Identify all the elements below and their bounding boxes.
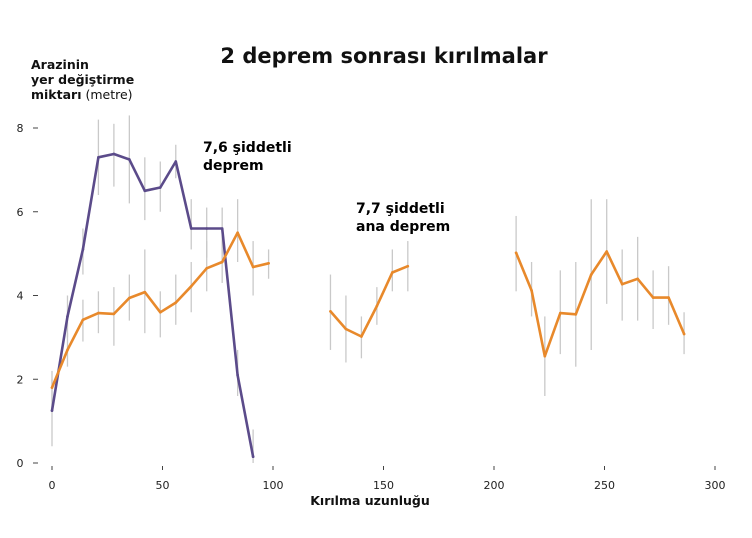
series-0-point [66, 315, 69, 318]
series-1-line-segment-2 [514, 250, 686, 358]
x-tick-label: 300 [705, 479, 726, 492]
series-1-point [97, 311, 100, 315]
series-0-point [97, 156, 100, 159]
series-0-point [251, 455, 255, 459]
chart-title: 2 deprem sonrası kırılmalar [220, 44, 548, 68]
series-1-point [514, 251, 518, 255]
series-1-point [344, 327, 348, 331]
y-axis-label-line-3: miktarı (metre) [31, 87, 133, 102]
series-1-point [174, 301, 178, 304]
series-0-line-segment-0 [50, 152, 255, 459]
series-0-point [174, 160, 178, 163]
series-1-point [559, 311, 562, 315]
series-1-point [667, 296, 670, 299]
series-1-point [236, 231, 239, 234]
series-0-point [158, 186, 162, 189]
series-1-point [267, 261, 270, 265]
y-tick-label: 4 [17, 290, 24, 303]
series-0-point [220, 227, 224, 230]
series-0-point [236, 373, 239, 377]
series-1-point [620, 282, 624, 286]
y-tick-label: 8 [17, 122, 24, 135]
x-tick-label: 50 [156, 479, 170, 492]
series-0-point [81, 248, 85, 251]
x-tick-label: 250 [594, 479, 615, 492]
series-1-point [391, 271, 394, 274]
series-0-point [143, 189, 147, 193]
series-0-point [205, 227, 208, 230]
series-1-point [189, 284, 193, 288]
y-tick-label: 0 [17, 457, 24, 470]
series-1-point [605, 250, 609, 253]
annotation-77-line-1: 7,7 şiddetli [356, 201, 445, 217]
y-axis-label-line-2: yer değiştirme [31, 72, 134, 87]
series-1-point [360, 335, 363, 338]
series-1-point [543, 354, 547, 358]
x-tick-label: 100 [263, 479, 284, 492]
series-1-point [574, 313, 578, 316]
series-1-point [682, 332, 686, 336]
y-axis-label-unit: (metre) [85, 87, 132, 102]
series-1-line-segment-1 [329, 264, 410, 338]
series-1-point [81, 318, 85, 322]
error-bars [51, 115, 685, 463]
series-1-point [530, 289, 533, 292]
y-tick-label: 2 [17, 373, 24, 386]
series-1-point [158, 310, 162, 314]
y-tick-label: 6 [17, 206, 24, 219]
series-1-point [50, 386, 54, 389]
x-tick-label: 0 [49, 479, 56, 492]
x-tick-label: 200 [484, 479, 505, 492]
series-1-point [205, 266, 208, 270]
x-tick-label: 150 [373, 479, 394, 492]
series-lines [50, 152, 686, 459]
series-0-point [112, 152, 116, 156]
series-1-point [636, 277, 639, 281]
axis-ticks: 0 2 4 6 8 0 50 100 150 200 250 300 [17, 122, 726, 492]
series-1-point [112, 312, 116, 316]
series-1-point [329, 310, 332, 313]
series-1-point [406, 264, 410, 268]
series-1-point [651, 296, 655, 299]
series-0-point [128, 158, 131, 161]
annotation-77-line-2: ana deprem [356, 219, 450, 235]
series-1-point [128, 296, 131, 300]
y-axis-label-line-1: Arazinin [31, 57, 89, 72]
series-1-point [375, 304, 379, 308]
annotation-76-line-1: 7,6 şiddetli [203, 140, 292, 156]
x-axis-label: Kırılma uzunluğu [310, 493, 430, 508]
annotation-76-line-2: deprem [203, 158, 264, 174]
series-0-point [50, 409, 54, 412]
series-0-point [189, 227, 193, 230]
series-1-point [143, 290, 147, 294]
series-1-point [251, 265, 255, 269]
series-1-point [66, 348, 69, 352]
series-1-point [589, 273, 593, 276]
series-1-point [220, 260, 224, 264]
y-axis-label-bold: miktarı [31, 87, 81, 102]
